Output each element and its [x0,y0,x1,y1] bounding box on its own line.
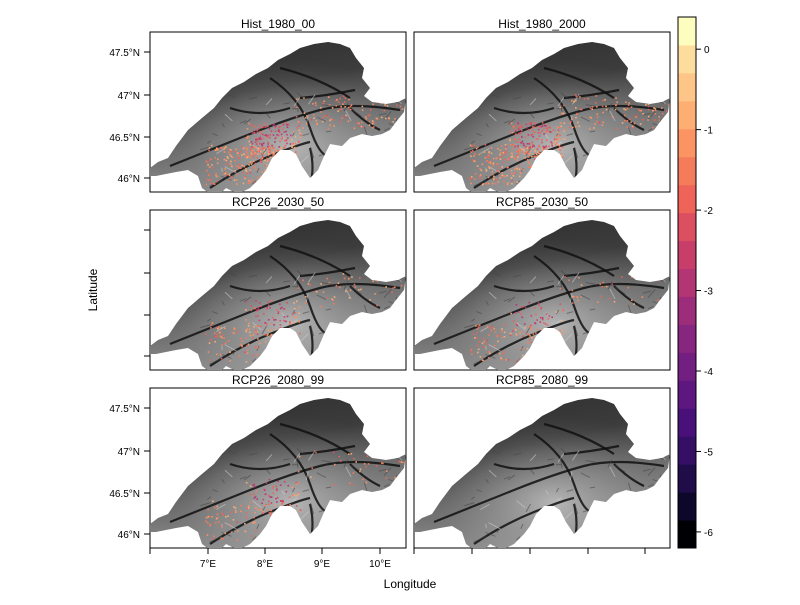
lat-tick-label: 46°N [118,530,140,541]
y-axis-label: Latitude [86,268,100,311]
panel-title: RCP26_2080_99 [232,373,324,387]
colorbar-segment [678,324,696,352]
lat-tick-label: 46.5°N [109,489,140,500]
colorbar-tick-label: -5 [704,447,713,458]
colorbar-segment [678,185,696,213]
colorbar-tick-label: -3 [704,287,713,298]
panel-title: RCP26_2030_50 [232,195,324,209]
panel-title: Hist_1980_2000 [498,17,586,31]
colorbar-segment [678,101,696,129]
lat-tick-label: 47.5°N [109,48,140,59]
colorbar-segment [678,408,696,436]
panel-title: RCP85_2080_99 [496,373,588,387]
colorbar-segment [678,380,696,408]
colorbar-segment [678,296,696,324]
map-panel: RCP26_2080_99 [150,373,407,548]
lat-tick-label: 47.5°N [109,404,140,415]
colorbar-segment [678,241,696,269]
colorbar-segment [678,436,696,464]
colorbar-tick-label: -6 [704,528,713,539]
lon-tick-label: 9°E [314,559,331,570]
colorbar-segment [678,45,696,73]
map-panel: RCP85_2080_99 [414,373,670,548]
colorbar-tick-label: 0 [704,45,710,56]
colorbar-segment [678,464,696,492]
colorbar-segment [678,213,696,241]
map-panel: RCP26_2030_50 [150,195,406,370]
lat-tick-label: 46°N [118,174,140,185]
colorbar-segment [678,157,696,185]
colorbar-tick-label: -2 [704,206,713,217]
colorbar-tick-label: -1 [704,126,713,137]
lon-tick-label: 8°E [257,559,274,570]
panel-title: RCP85_2030_50 [496,195,588,209]
lon-tick-label: 10°E [369,559,391,570]
lon-tick-label: 7°E [200,559,217,570]
colorbar-tick-label: -4 [704,367,713,378]
lat-tick-label: 47°N [118,91,140,102]
colorbar-segment [678,520,696,548]
map-panel: RCP85_2030_50 [414,195,670,370]
colorbar-segment [678,73,696,101]
colorbar-segment [678,352,696,380]
colorbar-segment [678,492,696,520]
colorbar-segment [678,269,696,297]
lat-tick-label: 46.5°N [109,133,140,144]
map-panel: Hist_1980_2000 [414,17,670,192]
colorbar-segment [678,129,696,157]
panel-title: Hist_1980_00 [241,17,315,31]
x-axis-label: Longitude [384,577,437,591]
colorbar-segment [678,17,696,45]
map-panel: Hist_1980_00 [150,17,406,192]
lat-tick-label: 47°N [118,447,140,458]
